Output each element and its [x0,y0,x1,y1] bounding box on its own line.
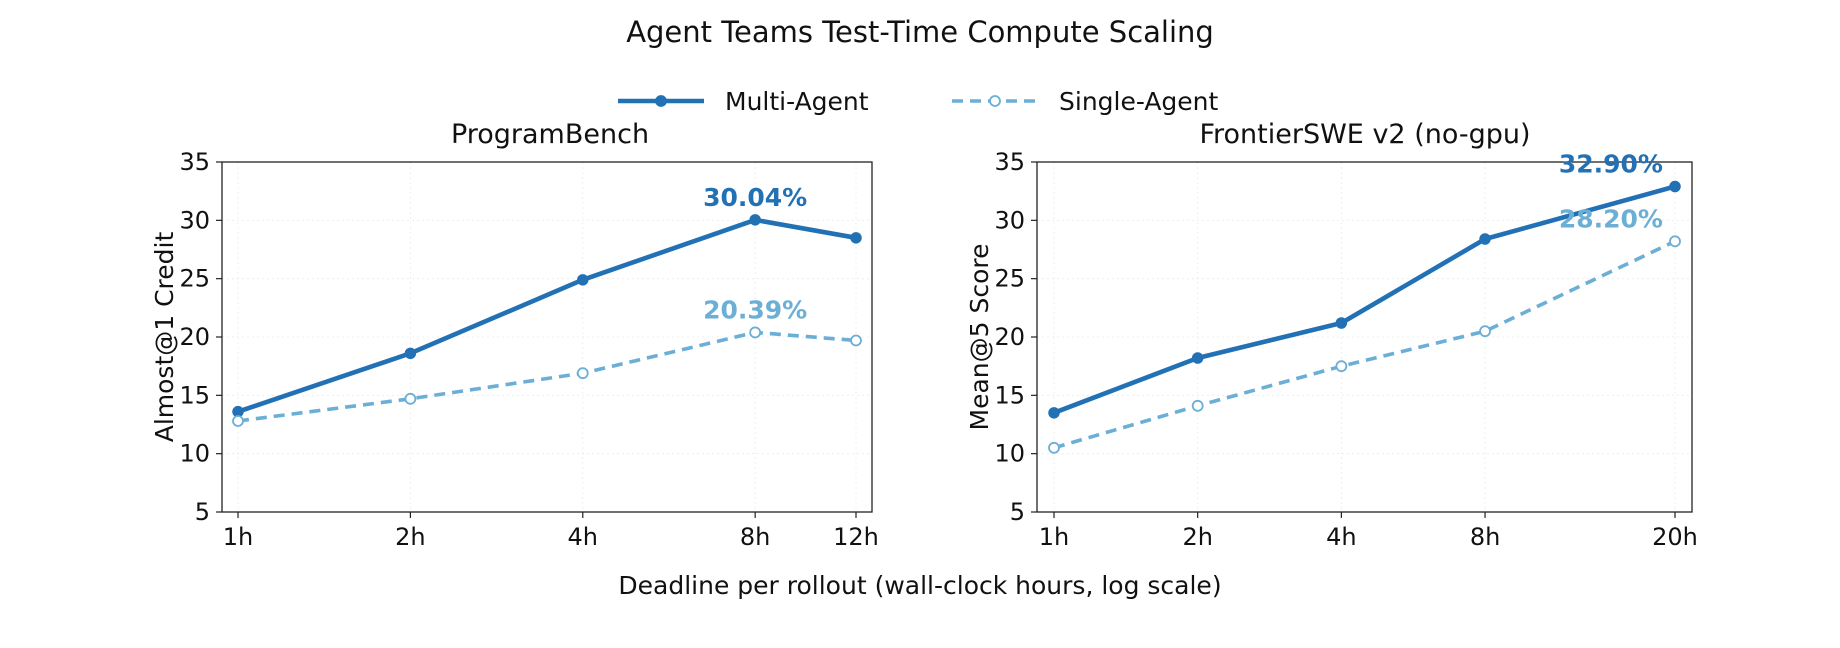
x-tick-label: 4h [568,523,598,551]
data-point [576,367,589,380]
data-point [1191,399,1204,412]
data-point [1479,233,1491,245]
x-tick-label: 4h [1326,523,1356,551]
legend-marker [655,95,667,107]
data-point [1669,180,1681,193]
data-point [404,392,417,405]
data-point [1191,352,1204,364]
x-tick-label: 2h [1182,523,1212,551]
y-tick-label: 20 [179,323,210,351]
legend-marker [989,95,1001,107]
x-axis-label: Deadline per rollout (wall-clock hours, … [618,571,1221,600]
panel-programbench: ProgramBench Almost@1 Credit 5 10 15 20 25 30… [150,119,879,551]
data-point [577,274,589,286]
figure-title: Agent Teams Test-Time Compute Scaling [626,15,1214,49]
y-axis-label: Mean@5 Score [965,244,994,431]
x-tick-label: 1h [223,523,253,551]
data-point [1669,235,1681,248]
x-tick-label: 8h [740,523,770,551]
y-tick-label: 35 [179,148,210,176]
panel-title: ProgramBench [451,119,649,150]
y-tick-label: 25 [179,265,210,293]
data-label: 28.20% [1559,204,1663,233]
data-point [850,232,862,244]
data-point [1479,325,1491,338]
data-point [850,334,862,347]
y-tick-label: 30 [179,206,210,234]
series-line-single-agent [237,330,857,423]
x-tick-label: 2h [395,523,425,551]
legend: Multi-Agent Single-Agent [618,87,1219,116]
legend-label: Single-Agent [1059,87,1219,116]
y-tick-label: 5 [195,498,210,526]
data-point [749,214,761,226]
y-tick-label: 20 [994,323,1025,351]
x-tick-label: 20h [1652,523,1698,551]
data-point [1048,441,1060,454]
y-tick-label: 10 [994,440,1025,468]
data-point [749,326,762,339]
data-point [1335,317,1348,329]
data-point [1335,360,1348,373]
data-point [1048,407,1060,419]
x-tick-label: 8h [1470,523,1500,551]
data-point [404,347,417,360]
y-tick-label: 5 [1010,498,1025,526]
x-tick-label: 1h [1039,523,1069,551]
y-axis-label: Almost@1 Credit [150,232,179,443]
y-tick-label: 35 [994,148,1025,176]
legend-label: Multi-Agent [725,87,869,116]
data-label: 20.39% [703,295,807,324]
y-tick-label: 10 [179,440,210,468]
panel-frontierswe: FrontierSWE v2 (no-gpu) Mean@5 Score 5 10… [965,119,1698,551]
panel-title: FrontierSWE v2 (no-gpu) [1199,119,1530,150]
y-tick-label: 25 [994,265,1025,293]
data-label: 32.90% [1559,150,1663,179]
x-tick-label: 12h [833,523,879,551]
data-label: 30.04% [703,183,807,212]
y-tick-label: 15 [994,381,1025,409]
y-tick-label: 15 [179,381,210,409]
y-tick-label: 30 [994,206,1025,234]
data-point [232,415,244,427]
series-line-single-agent [1053,239,1676,450]
